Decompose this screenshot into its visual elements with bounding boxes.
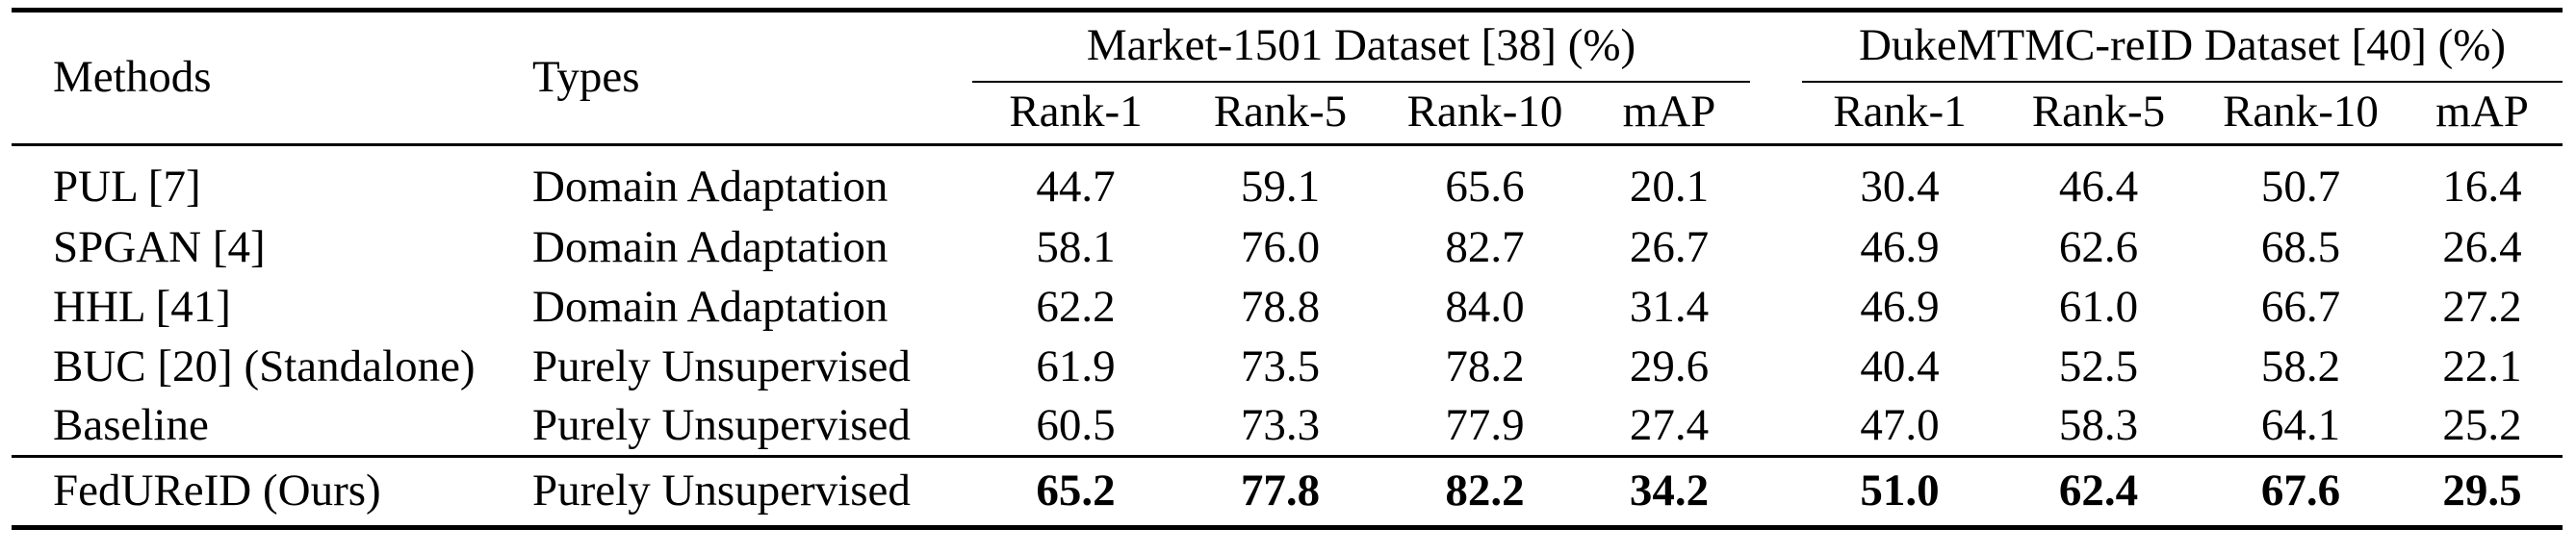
value-cell: 31.4 [1629, 281, 1710, 332]
value-cell: 66.7 [2260, 281, 2341, 332]
value-cell: 20.1 [1629, 162, 1710, 213]
duke-rank10-header: Rank-10 [2223, 87, 2379, 138]
type-cell: Domain Adaptation [532, 281, 889, 332]
value-cell: 51.0 [1860, 466, 1940, 516]
group-gap-spacer [1750, 11, 1802, 145]
value-cell: 25.2 [2442, 399, 2522, 450]
value-cell: 65.2 [1036, 466, 1116, 516]
value-cell: 22.1 [2442, 340, 2522, 391]
value-cell: 77.9 [1445, 399, 1525, 450]
table-row-baseline: Baseline Purely Unsupervised 60.5 73.3 7… [12, 397, 2563, 457]
value-cell: 34.2 [1629, 466, 1710, 516]
gap-cell [1750, 145, 1802, 218]
duke-rank1-header: Rank-1 [1833, 87, 1967, 138]
value-cell: 73.5 [1240, 340, 1321, 391]
value-cell: 73.3 [1240, 399, 1321, 450]
gap-cell [1750, 218, 1802, 278]
value-cell: 29.5 [2442, 466, 2522, 516]
method-cell: Baseline [53, 399, 209, 450]
type-cell: Domain Adaptation [532, 221, 889, 272]
type-cell: Purely Unsupervised [532, 340, 911, 391]
value-cell: 62.2 [1036, 281, 1116, 332]
table-row-pul: PUL [7] Domain Adaptation 44.7 59.1 65.6… [12, 145, 2563, 218]
value-cell: 78.8 [1240, 281, 1321, 332]
method-cell: BUC [20] (Standalone) [53, 340, 476, 391]
duke-map-header: mAP [2435, 87, 2529, 138]
market-map-header: mAP [1622, 87, 1716, 138]
value-cell: 64.1 [2260, 399, 2341, 450]
header-group-row: Methods Types Market-1501 Dataset [38] (… [12, 10, 2563, 102]
value-cell: 82.2 [1445, 466, 1525, 516]
header-metric-row: Rank-1 Rank-5 Rank-10 mAP Rank-1 Rank-5 … [12, 82, 2563, 145]
table-row-spgan: SPGAN [4] Domain Adaptation 58.1 76.0 82… [12, 218, 2563, 278]
gap-cell [1750, 457, 1802, 528]
value-cell: 29.6 [1629, 340, 1710, 391]
value-cell: 59.1 [1240, 162, 1321, 213]
value-cell: 44.7 [1036, 162, 1116, 213]
type-cell: Purely Unsupervised [532, 466, 911, 516]
results-table: Methods Types Market-1501 Dataset [38] (… [12, 8, 2563, 530]
value-cell: 84.0 [1445, 281, 1525, 332]
table-body: PUL [7] Domain Adaptation 44.7 59.1 65.6… [12, 145, 2563, 528]
value-cell: 27.4 [1629, 399, 1710, 450]
value-cell: 46.9 [1860, 221, 1940, 272]
value-cell: 82.7 [1445, 221, 1525, 272]
table-header: Methods Types Market-1501 Dataset [38] (… [12, 10, 2563, 145]
method-cell: PUL [7] [53, 162, 201, 213]
duke-rank5-header: Rank-5 [2031, 87, 2166, 138]
value-cell: 46.4 [2058, 162, 2139, 213]
value-cell: 30.4 [1860, 162, 1940, 213]
methods-column-header: Methods [53, 52, 212, 103]
value-cell: 58.1 [1036, 221, 1116, 272]
value-cell: 68.5 [2260, 221, 2341, 272]
market-rank5-header: Rank-5 [1213, 87, 1348, 138]
value-cell: 76.0 [1240, 221, 1321, 272]
method-cell: SPGAN [4] [53, 221, 266, 272]
value-cell: 46.9 [1860, 281, 1940, 332]
value-cell: 67.6 [2260, 466, 2341, 516]
value-cell: 77.8 [1240, 466, 1321, 516]
market-rank10-header: Rank-10 [1406, 87, 1563, 138]
gap-cell [1750, 338, 1802, 397]
value-cell: 78.2 [1445, 340, 1525, 391]
value-cell: 16.4 [2442, 162, 2522, 213]
value-cell: 61.9 [1036, 340, 1116, 391]
value-cell: 65.6 [1445, 162, 1525, 213]
table-row-fedureid-ours: FedUReID (Ours) Purely Unsupervised 65.2… [12, 456, 2563, 528]
dukemtmc-group-header: DukeMTMC-reID Dataset [40] (%) [1802, 10, 2563, 83]
method-cell: FedUReID (Ours) [53, 466, 381, 516]
value-cell: 26.4 [2442, 221, 2522, 272]
method-cell: HHL [41] [53, 281, 231, 332]
market1501-group-header: Market-1501 Dataset [38] (%) [972, 10, 1750, 83]
value-cell: 58.2 [2260, 340, 2341, 391]
value-cell: 62.6 [2058, 221, 2139, 272]
type-cell: Purely Unsupervised [532, 399, 911, 450]
value-cell: 26.7 [1629, 221, 1710, 272]
value-cell: 58.3 [2058, 399, 2139, 450]
market-rank1-header: Rank-1 [1009, 87, 1143, 138]
value-cell: 52.5 [2058, 340, 2139, 391]
table-row-hhl: HHL [41] Domain Adaptation 62.2 78.8 84.… [12, 278, 2563, 338]
types-column-header: Types [532, 52, 640, 103]
value-cell: 27.2 [2442, 281, 2522, 332]
gap-cell [1750, 397, 1802, 457]
table-row-buc: BUC [20] (Standalone) Purely Unsupervise… [12, 338, 2563, 397]
gap-cell [1750, 278, 1802, 338]
value-cell: 47.0 [1860, 399, 1940, 450]
value-cell: 50.7 [2260, 162, 2341, 213]
value-cell: 60.5 [1036, 399, 1116, 450]
value-cell: 62.4 [2058, 466, 2139, 516]
value-cell: 40.4 [1860, 340, 1940, 391]
value-cell: 61.0 [2058, 281, 2139, 332]
type-cell: Domain Adaptation [532, 162, 889, 213]
